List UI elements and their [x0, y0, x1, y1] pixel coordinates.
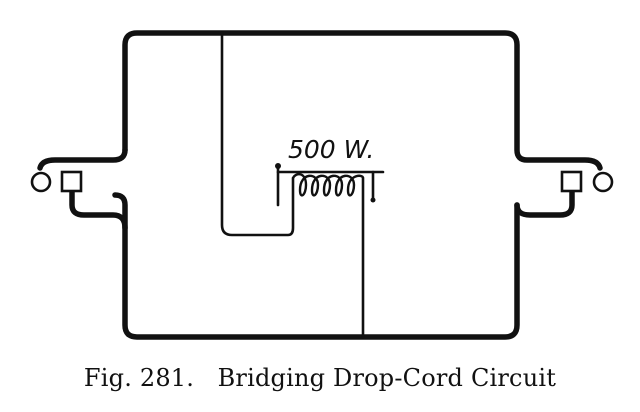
right-outlet-circle [592, 171, 614, 193]
resistance-coil [275, 163, 385, 207]
left-upper-lead [37, 147, 128, 171]
right-lower-lead [514, 187, 575, 218]
left-plug-square [60, 170, 83, 193]
left-lower-lead [69, 187, 128, 231]
left-outlet-circle [30, 171, 52, 193]
main-cord-loop [112, 30, 603, 340]
wattage-label: 500 W. [288, 135, 374, 164]
figure-caption: Fig. 281. Bridging Drop-Cord Circuit [83, 364, 557, 392]
bridge-wire-left [220, 31, 295, 237]
right-plug-square [560, 170, 583, 193]
